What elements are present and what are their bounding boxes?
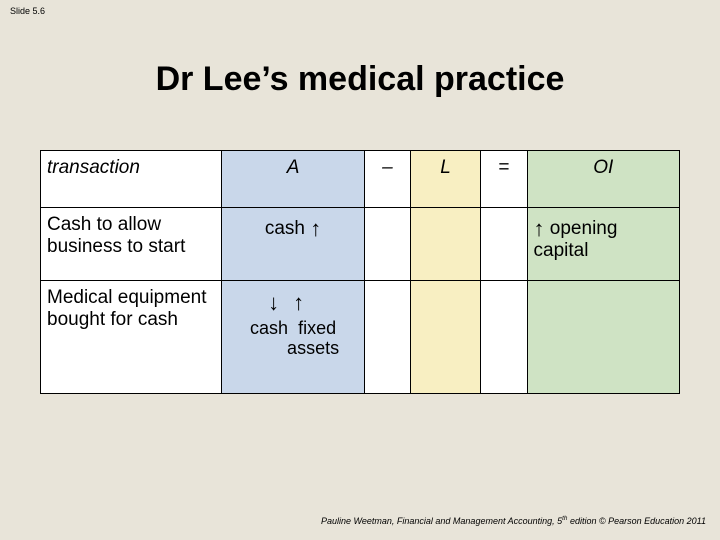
cell-A-labels: cash fixed assets xyxy=(228,319,357,359)
table-row: Medical equipment bought for cash ↓↑ cas… xyxy=(41,281,680,394)
cell-A: cash ↑ xyxy=(222,208,364,281)
cell-minus xyxy=(364,208,410,281)
cell-OI xyxy=(527,281,679,394)
hdr-A: A xyxy=(222,151,364,208)
credit-line: Pauline Weetman, Financial and Managemen… xyxy=(321,515,706,526)
accounting-equation-table: transaction A – L = OI Cash to allow bus… xyxy=(40,150,680,394)
hdr-OI: OI xyxy=(527,151,679,208)
up-arrow-icon: ↑ xyxy=(293,290,318,315)
cell-transaction: Medical equipment bought for cash xyxy=(41,281,222,394)
up-arrow-icon: ↑ xyxy=(534,216,545,241)
hdr-L: L xyxy=(411,151,481,208)
up-arrow-icon: ↑ xyxy=(310,216,321,241)
cell-transaction: Cash to allow business to start xyxy=(41,208,222,281)
hdr-eq: = xyxy=(480,151,527,208)
cell-A: ↓↑ cash fixed assets xyxy=(222,281,364,394)
cell-L xyxy=(411,281,481,394)
cell-A-text: cash xyxy=(265,218,310,239)
cell-L xyxy=(411,208,481,281)
slide-number: Slide 5.6 xyxy=(10,6,45,16)
cell-minus xyxy=(364,281,410,394)
cell-eq xyxy=(480,208,527,281)
table-row: Cash to allow business to start cash ↑ ↑… xyxy=(41,208,680,281)
cell-OI: ↑ opening capital xyxy=(527,208,679,281)
cell-OI-text: opening capital xyxy=(534,218,618,261)
table-header-row: transaction A – L = OI xyxy=(41,151,680,208)
page-title: Dr Lee’s medical practice xyxy=(0,60,720,99)
arrow-pair: ↓↑ xyxy=(228,287,357,315)
hdr-transaction: transaction xyxy=(41,151,222,208)
cell-eq xyxy=(480,281,527,394)
hdr-minus: – xyxy=(364,151,410,208)
down-arrow-icon: ↓ xyxy=(268,290,293,315)
